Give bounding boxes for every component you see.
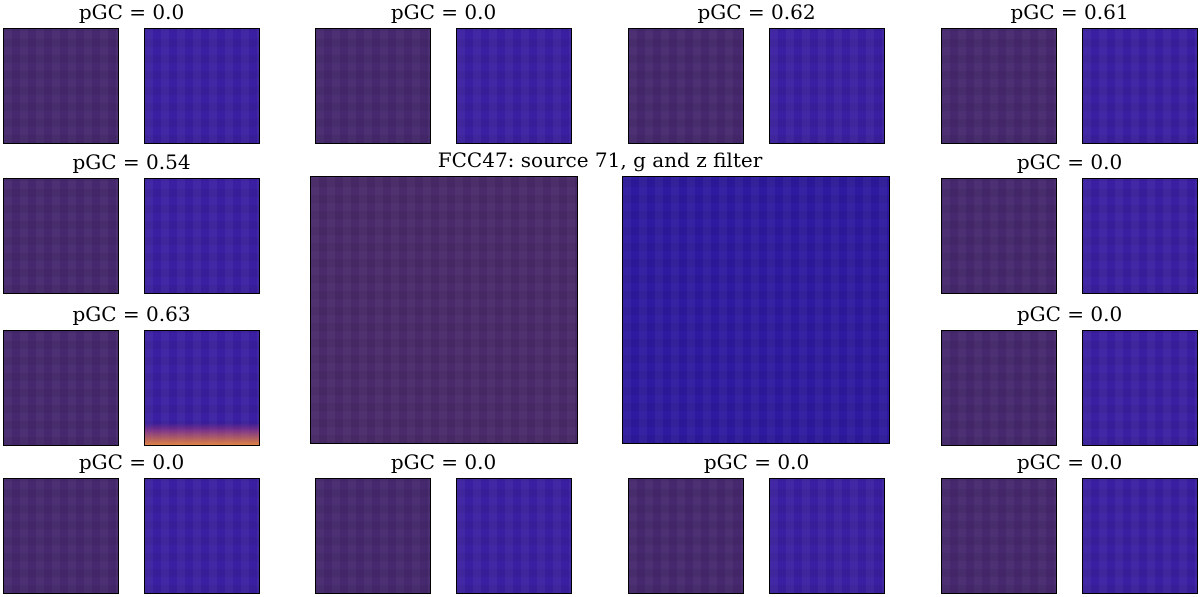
panel-title: pGC = 0.0	[703, 450, 810, 474]
panel-title: pGC = 0.61	[1010, 0, 1129, 24]
z-filter-large-image	[622, 176, 890, 444]
g-filter-image	[941, 178, 1057, 294]
panel-title: pGC = 0.63	[72, 302, 191, 326]
z-filter-image	[1082, 28, 1198, 144]
z-filter-image	[769, 478, 885, 594]
g-filter-image	[3, 178, 119, 294]
z-filter-image	[769, 28, 885, 144]
bright-edge-feature	[145, 423, 259, 445]
g-filter-image	[315, 28, 431, 144]
panel-title: pGC = 0.0	[1016, 450, 1123, 474]
g-filter-image	[315, 478, 431, 594]
z-filter-image	[1082, 178, 1198, 294]
panel-title: pGC = 0.0	[1016, 302, 1123, 326]
panel-title: pGC = 0.0	[1016, 150, 1123, 174]
g-filter-image	[3, 28, 119, 144]
panel-title: pGC = 0.0	[390, 0, 497, 24]
g-filter-image	[628, 478, 744, 594]
panel-title: pGC = 0.62	[697, 0, 816, 24]
z-filter-image	[144, 478, 260, 594]
g-filter-large-image	[310, 176, 578, 444]
z-filter-image	[456, 28, 572, 144]
center-title: FCC47: source 71, g and z filter	[437, 148, 763, 172]
g-filter-image	[3, 478, 119, 594]
z-filter-image	[144, 330, 260, 446]
panel-title: pGC = 0.0	[78, 450, 185, 474]
panel-title: pGC = 0.54	[72, 150, 191, 174]
z-filter-image	[144, 178, 260, 294]
panel-title: pGC = 0.0	[390, 450, 497, 474]
g-filter-image	[941, 330, 1057, 446]
z-filter-image	[144, 28, 260, 144]
panel-title: pGC = 0.0	[78, 0, 185, 24]
z-filter-image	[1082, 330, 1198, 446]
g-filter-image	[941, 478, 1057, 594]
z-filter-image	[1082, 478, 1198, 594]
g-filter-image	[3, 330, 119, 446]
g-filter-image	[628, 28, 744, 144]
g-filter-image	[941, 28, 1057, 144]
z-filter-image	[456, 478, 572, 594]
